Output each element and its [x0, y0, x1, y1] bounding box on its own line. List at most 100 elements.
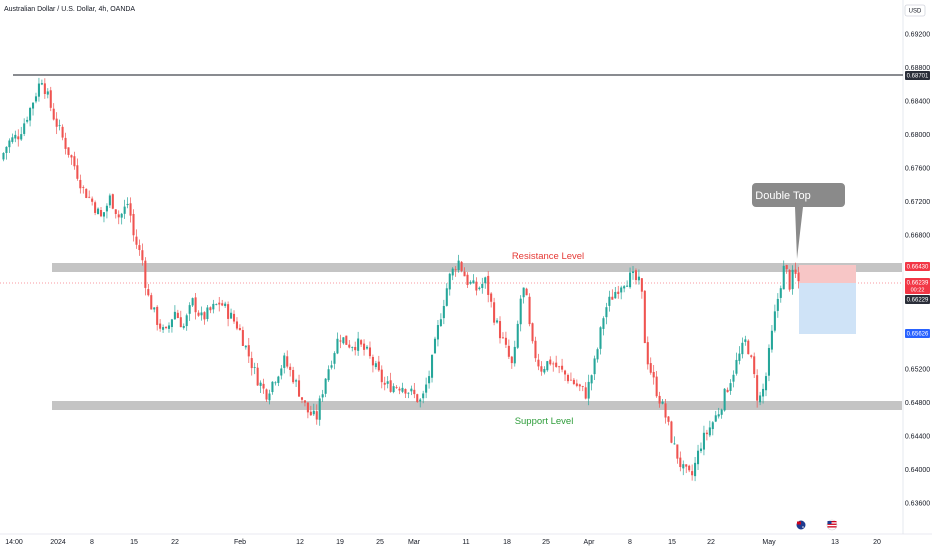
candle-body	[271, 381, 274, 393]
candle-body	[484, 277, 487, 284]
candle-body	[593, 358, 596, 375]
usa-flag-icon[interactable]	[826, 519, 838, 531]
candle-body	[460, 261, 463, 271]
stop-loss-zone[interactable]	[799, 265, 856, 283]
time-tick-label: Mar	[408, 539, 421, 546]
currency-label: USD	[909, 9, 922, 15]
time-axis[interactable]: 14:00 2024 8 15 22 Feb 12 19 25 Mar 11 18 25 Apr 8 15 22…	[5, 539, 881, 546]
support-band[interactable]	[52, 401, 902, 410]
australia-flag-icon[interactable]	[795, 519, 807, 531]
candle-body	[91, 198, 94, 202]
candle-body	[682, 464, 685, 469]
price-axis-labels: 0.68701 0.66430 0.66239 00:22 0.66229 0.…	[905, 71, 930, 338]
candle-body	[135, 236, 138, 245]
current-price-text: 0.66239	[907, 281, 929, 287]
candle-body	[164, 326, 168, 329]
price-tick-label: 0.66800	[905, 233, 930, 240]
support-level-label: Support Level	[515, 416, 574, 427]
candles-group	[2, 77, 800, 482]
candle-body	[735, 359, 738, 374]
candle-body	[300, 397, 304, 400]
candle-body	[265, 389, 268, 400]
candle-body	[513, 346, 516, 364]
candle-body	[762, 388, 765, 397]
price-tick-label: 0.64800	[905, 400, 930, 407]
candle-body	[156, 306, 159, 325]
candle-body	[581, 386, 584, 387]
candle-body	[717, 414, 720, 417]
candle-body	[584, 387, 587, 399]
candle-body	[292, 369, 295, 383]
candle-body	[652, 371, 655, 378]
candle-body	[209, 307, 212, 311]
price-axis[interactable]: 0.69200 0.68800 0.68400 0.68000 0.67600 0.672…	[905, 32, 930, 508]
candle-body	[365, 346, 369, 349]
candle-body	[487, 275, 490, 295]
candle-body	[451, 268, 454, 276]
candle-body	[363, 343, 366, 350]
candle-body	[280, 368, 283, 376]
candle-body	[238, 327, 241, 330]
candle-body	[377, 361, 380, 371]
price-tick-label: 0.63600	[905, 501, 930, 508]
candle-body	[120, 213, 123, 218]
candle-body	[528, 296, 531, 325]
candle-body	[664, 403, 667, 418]
time-tick-label: Apr	[584, 539, 596, 546]
candle-body	[797, 272, 800, 282]
candle-body	[416, 394, 419, 403]
candle-body	[185, 315, 188, 327]
candle-body	[413, 389, 416, 395]
candle-body	[445, 288, 448, 306]
symbol-title: Australian Dollar / U.S. Dollar, 4h, OAN…	[4, 6, 135, 13]
candle-body	[40, 83, 43, 85]
candle-body	[321, 394, 324, 398]
candle-body	[297, 380, 301, 397]
price-tick-label: 0.68800	[905, 65, 930, 72]
candle-body	[430, 354, 434, 378]
candle-body	[241, 330, 244, 346]
candle-body	[744, 339, 747, 342]
candle-body	[679, 457, 682, 468]
candle-body	[159, 323, 162, 329]
candle-body	[286, 356, 289, 367]
candle-body	[658, 395, 661, 404]
price-tick-label: 0.64400	[905, 434, 930, 441]
time-tick-label: 18	[503, 539, 511, 546]
candle-body	[351, 347, 354, 348]
resistance-price-tag	[905, 262, 930, 271]
candle-body	[555, 362, 558, 367]
candle-body	[626, 285, 629, 287]
candle-body	[773, 311, 776, 331]
candle-body	[52, 108, 55, 120]
current-price-tag	[905, 278, 930, 294]
price-tick-label: 0.64000	[905, 467, 930, 474]
candle-body	[439, 319, 442, 327]
candle-body	[750, 355, 753, 357]
candle-body	[794, 269, 797, 274]
take-profit-zone[interactable]	[799, 283, 856, 334]
candle-body	[410, 388, 413, 392]
resistance-band[interactable]	[52, 263, 902, 272]
candle-body	[507, 345, 510, 357]
candle-body	[590, 375, 593, 384]
candle-body	[676, 444, 679, 459]
candle-body	[85, 188, 88, 198]
candle-body	[306, 402, 309, 413]
candle-body	[776, 298, 779, 311]
time-tick-label: 15	[668, 539, 676, 546]
candle-body	[392, 386, 395, 393]
candle-body	[649, 363, 652, 373]
price-tick-label: 0.67200	[905, 199, 930, 206]
candle-body	[360, 340, 363, 345]
double-top-callout[interactable]: Double Top	[752, 183, 845, 259]
candle-body	[55, 118, 58, 127]
candle-body	[575, 383, 578, 386]
candle-body	[673, 443, 676, 445]
candle-body	[623, 286, 626, 289]
currency-box[interactable]	[904, 4, 926, 17]
candle-body	[247, 345, 250, 357]
candle-body	[339, 340, 342, 342]
